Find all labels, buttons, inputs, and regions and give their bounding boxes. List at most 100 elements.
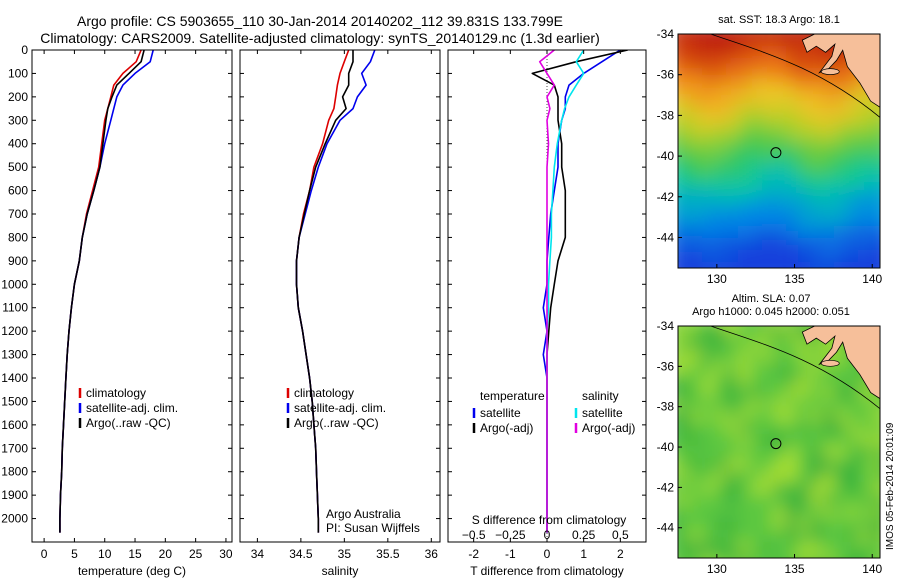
map-y-tick-label: -42 (657, 190, 675, 204)
x-axis-label: temperature (deg C) (78, 564, 186, 578)
y-tick-label: 1700 (1, 441, 28, 455)
salinity-diff-axis-label: S difference from climatology (472, 513, 627, 527)
map-y-tick-label: -36 (657, 359, 675, 373)
x-tick-label: 2 (617, 547, 624, 561)
map-frame (677, 33, 881, 269)
legend-entry: Argo(-adj) (480, 421, 533, 435)
x-tick-label: 34 (251, 547, 265, 561)
legend-entry: satellite-adj. clim. (86, 401, 178, 415)
y-tick-label: 1500 (1, 394, 28, 408)
y-tick-label: 300 (8, 113, 28, 127)
legend-title-salinity: salinity (582, 389, 619, 403)
legend-entry: Argo(-adj) (582, 421, 635, 435)
salinity-diff-tick-label: 0 (544, 528, 551, 542)
series-line-salinity_argo (538, 50, 556, 533)
difference-panel: -2 -1 0 1 2 T difference from climatology temp… (447, 49, 647, 578)
legend-entry: satellite (582, 406, 623, 420)
series-line-argo (59, 50, 145, 533)
x-tick-label: -2 (468, 547, 479, 561)
x-tick-label: 34.5 (289, 547, 313, 561)
map-y-tick-label: -34 (657, 319, 675, 333)
y-tick-label: 1000 (1, 277, 28, 291)
x-axis-label: T difference from climatology (470, 564, 624, 578)
map-title: sat. SST: 18.3 Argo: 18.1 (718, 14, 840, 26)
timestamp-watermark: IMOS 05-Feb-2014 20:01:09 (885, 422, 896, 550)
y-tick-label: 800 (8, 230, 28, 244)
series-line-satellite (295, 50, 376, 533)
legend-entry: Argo(..raw -QC) (86, 416, 171, 430)
x-tick-label: 36 (425, 547, 439, 561)
map-title-line1: Altim. SLA: 0.07 (732, 293, 811, 305)
annotation-line2: PI: Susan Wijffels (326, 521, 420, 535)
y-tick-label: 900 (8, 254, 28, 268)
legend-entry: satellite (480, 406, 521, 420)
y-tick-label: 500 (8, 160, 28, 174)
legend-entry: satellite-adj. clim. (294, 401, 386, 415)
sla-map: 130 135 140 -34 -36 -38 -40 -42 -44 Altim. SLA: 0… (657, 293, 883, 576)
figure-title-line2: Climatology: CARS2009. Satellite-adjuste… (40, 30, 600, 46)
series-line-climatology (59, 50, 142, 533)
island (820, 359, 840, 367)
y-tick-label: 1900 (1, 488, 28, 502)
y-tick-label: 1100 (2, 301, 28, 315)
x-tick-label: 15 (128, 547, 142, 561)
x-tick-label: 0 (544, 547, 551, 561)
x-tick-label: 25 (189, 547, 203, 561)
x-tick-label: 30 (219, 547, 233, 561)
y-tick-label: 400 (8, 137, 28, 151)
map-x-tick-label: 135 (785, 562, 805, 576)
legend-entry: Argo(..raw -QC) (294, 416, 379, 430)
x-tick-label: -1 (505, 547, 516, 561)
legend-title-temperature: temperature (480, 389, 545, 403)
x-tick-label: 1 (580, 547, 587, 561)
y-tick-label: 1800 (1, 465, 28, 479)
annotation-line1: Argo Australia (326, 507, 401, 521)
shelf-contour (710, 34, 880, 118)
legend-entry: climatology (86, 386, 146, 400)
series-line-climatology (295, 50, 350, 533)
y-tick-label: 2000 (1, 512, 28, 526)
map-y-tick-label: -38 (657, 108, 675, 122)
map-y-tick-label: -40 (657, 149, 675, 163)
x-tick-label: 0 (41, 547, 48, 561)
series-line-argo (295, 50, 354, 533)
map-x-tick-label: 130 (707, 272, 727, 286)
salinity-panel: 34 34.5 35 35.5 36 salinity climatologysatelli… (239, 49, 441, 578)
y-tick-label: 700 (8, 207, 28, 221)
y-tick-label: 1300 (1, 348, 28, 362)
figure-title-line1: Argo profile: CS 5903655_110 30-Jan-2014… (77, 13, 563, 29)
map-title-line2: Argo h1000: 0.045 h2000: 0.051 (692, 306, 850, 318)
temperature-panel: 0 5 10 15 20 25 300100200300400500600700800900… (1, 43, 233, 578)
map-y-tick-label: -42 (657, 480, 675, 494)
axes-frame (31, 49, 233, 543)
x-tick-label: 35 (338, 547, 352, 561)
argo-position-marker (770, 438, 782, 450)
legend-entry: climatology (294, 386, 354, 400)
map-x-tick-label: 140 (862, 272, 882, 286)
island (820, 68, 840, 75)
map-y-tick-label: -36 (657, 68, 675, 82)
shelf-contour (710, 326, 880, 410)
salinity-diff-tick-label: −0.5 (462, 528, 486, 542)
x-tick-label: 35.5 (376, 547, 400, 561)
salinity-diff-tick-label: 0.25 (572, 528, 596, 542)
map-y-tick-label: -44 (657, 230, 675, 244)
y-tick-label: 1400 (1, 371, 28, 385)
sst-map: 130 135 140 -34 -36 -38 -40 -42 -44 sat. SST: 18.… (657, 14, 883, 286)
y-tick-label: 1200 (1, 324, 28, 338)
x-tick-label: 10 (98, 547, 112, 561)
salinity-diff-tick-label: −0.25 (495, 528, 526, 542)
series-line-satellite (542, 50, 621, 533)
map-y-tick-label: -40 (657, 440, 675, 454)
axes-frame (239, 49, 441, 543)
salinity-diff-tick-label: 0.5 (612, 528, 629, 542)
y-tick-label: 200 (8, 90, 28, 104)
map-x-tick-label: 135 (785, 272, 805, 286)
map-y-tick-label: -34 (657, 27, 675, 41)
x-axis-label: salinity (322, 564, 359, 578)
y-tick-label: 600 (8, 184, 28, 198)
map-y-tick-label: -44 (657, 521, 675, 535)
map-frame (677, 325, 881, 559)
y-tick-label: 1600 (1, 418, 28, 432)
